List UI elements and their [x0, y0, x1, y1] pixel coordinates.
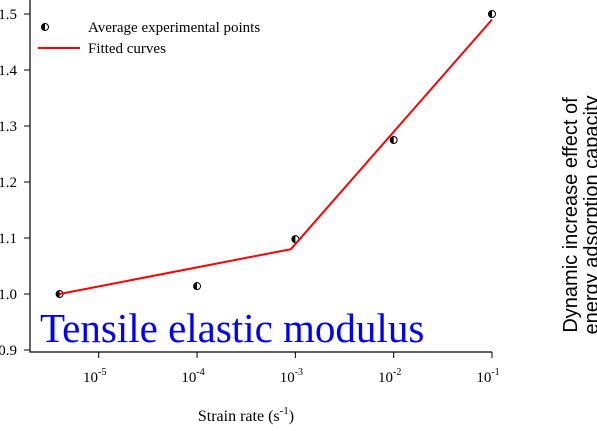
y-tick-label: 1.5 [0, 7, 17, 23]
x-tick-exponent: -4 [196, 367, 204, 378]
x-tick-label: 10-2 [378, 367, 401, 386]
x-tick-label: 10-4 [181, 367, 204, 386]
annotation: Tensile elastic modulus [40, 305, 424, 351]
y-tick-label: 1.1 [0, 231, 17, 247]
x-tick-label: 10-5 [83, 367, 106, 386]
point [193, 282, 202, 291]
side-label: Dynamic increase effect of energy adsorp… [560, 95, 597, 334]
y-tick-label: 1.0 [0, 287, 17, 303]
marker-half [193, 282, 198, 290]
y-tick-label: 1.4 [0, 63, 18, 79]
x-tick-base: 10 [378, 370, 393, 386]
x-tick-base: 10 [476, 370, 491, 386]
y-tick-label: 1.3 [0, 119, 17, 135]
marker-half [488, 10, 492, 18]
x-tick-exponent: -3 [295, 367, 303, 378]
y-tick-label: 0.9 [0, 343, 17, 359]
x-tick-base: 10 [181, 370, 196, 386]
side-label-line: energy adsorption capacity [581, 95, 597, 334]
axes [29, 0, 492, 353]
legend-label: Fitted curves [88, 41, 166, 57]
x-axis-label: Strain rate (s-1) [198, 405, 294, 425]
marker-half [390, 136, 394, 144]
x-label-end: ) [289, 408, 294, 425]
x-tick-base: 10 [83, 370, 98, 386]
x-tick-exponent: -2 [393, 367, 401, 378]
x-label-exponent: -1 [280, 405, 289, 417]
y-tick-label: 1.2 [0, 175, 17, 191]
fitted-line [59, 18, 493, 295]
point [389, 136, 398, 144]
x-tick-label: 10-1 [476, 367, 499, 386]
legend-label: Average experimental points [88, 20, 260, 36]
x-tick-exponent: -1 [491, 367, 499, 378]
side-label-line: Dynamic increase effect of [560, 97, 582, 333]
marker-half [41, 23, 45, 31]
point [488, 10, 496, 18]
marker-half [291, 235, 296, 243]
point [41, 23, 49, 31]
x-label-text: Strain rate (s [198, 408, 280, 425]
x-tick-base: 10 [280, 370, 295, 386]
x-tick-label: 10-3 [280, 367, 303, 386]
marker-half [56, 290, 60, 298]
x-tick-exponent: -5 [98, 367, 106, 378]
